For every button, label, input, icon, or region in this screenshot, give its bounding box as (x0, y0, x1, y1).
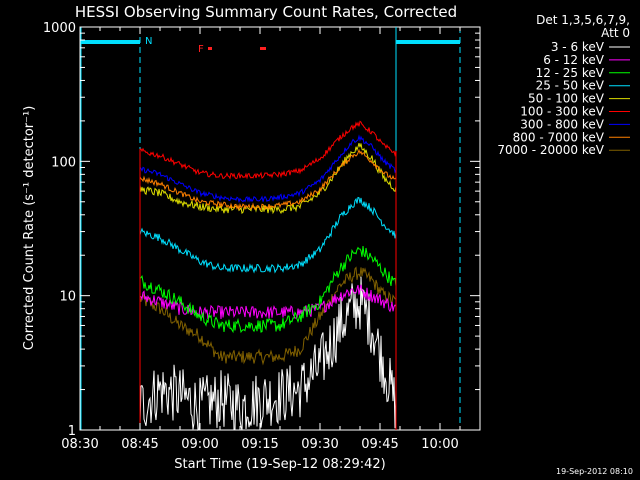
y-tick-label: 1000 (43, 21, 76, 36)
series-line-300-800keV (139, 134, 397, 430)
series-line-7000-20000keV (139, 266, 397, 430)
series-line-100-300keV (139, 120, 397, 430)
x-tick-label: 09:15 (241, 437, 278, 452)
night-bar (81, 40, 140, 44)
y-tick-label: 100 (51, 155, 76, 170)
series-line-3-6keV (139, 276, 397, 431)
legend-entry-label: 6 - 12 keV (543, 53, 605, 67)
legend-entry-label: 50 - 100 keV (528, 92, 605, 106)
x-tick-label: 09:45 (361, 437, 398, 452)
series-line-50-100keV (139, 142, 397, 430)
y-tick-label: 10 (59, 290, 76, 305)
y-tick-label: 1 (68, 424, 76, 439)
night-region-markers: N (80, 27, 461, 430)
series-layer (139, 120, 397, 431)
x-tick-label: 09:00 (181, 437, 218, 452)
legend-entry-label: 12 - 25 keV (536, 66, 605, 80)
x-tick-label: 09:30 (301, 437, 338, 452)
night-label: N (145, 36, 152, 47)
x-tick-label: 08:45 (121, 437, 158, 452)
flare-bar (260, 47, 266, 50)
flare-label: F (198, 44, 204, 55)
flare-markers: F (198, 44, 266, 55)
legend-header-2: Att 0 (601, 26, 630, 40)
series-line-25-50keV (139, 196, 397, 430)
series-line-12-25keV (139, 246, 397, 430)
legend-entry-label: 3 - 6 keV (551, 40, 605, 54)
axes: 08:30 08:45 09:00 09:15 09:30 09:45 10:00 1 10 10… (43, 21, 481, 452)
x-tick-label: 08:30 (61, 437, 98, 452)
legend-entry-label: 100 - 300 keV (520, 105, 604, 119)
flare-bar (208, 47, 212, 50)
x-tick-label: 10:00 (421, 437, 458, 452)
series-line-800-7000keV (139, 148, 397, 430)
night-bar (396, 40, 460, 44)
legend-header-1: Det 1,3,5,6,7,9, (536, 13, 630, 27)
legend-entry-label: 300 - 800 keV (520, 117, 604, 131)
y-axis-label: Corrected Count Rate (s⁻¹ detector⁻¹) (22, 106, 37, 351)
legend-entry-label: 7000 - 20000 keV (497, 143, 604, 157)
timestamp: 19-Sep-2012 08:10 (556, 467, 633, 476)
x-axis-label: Start Time (19-Sep-12 08:29:42) (174, 457, 385, 472)
legend-entry-label: 800 - 7000 keV (513, 130, 605, 144)
chart-title: HESSI Observing Summary Count Rates, Cor… (75, 3, 457, 21)
legend-entry-label: 25 - 50 keV (536, 79, 605, 93)
